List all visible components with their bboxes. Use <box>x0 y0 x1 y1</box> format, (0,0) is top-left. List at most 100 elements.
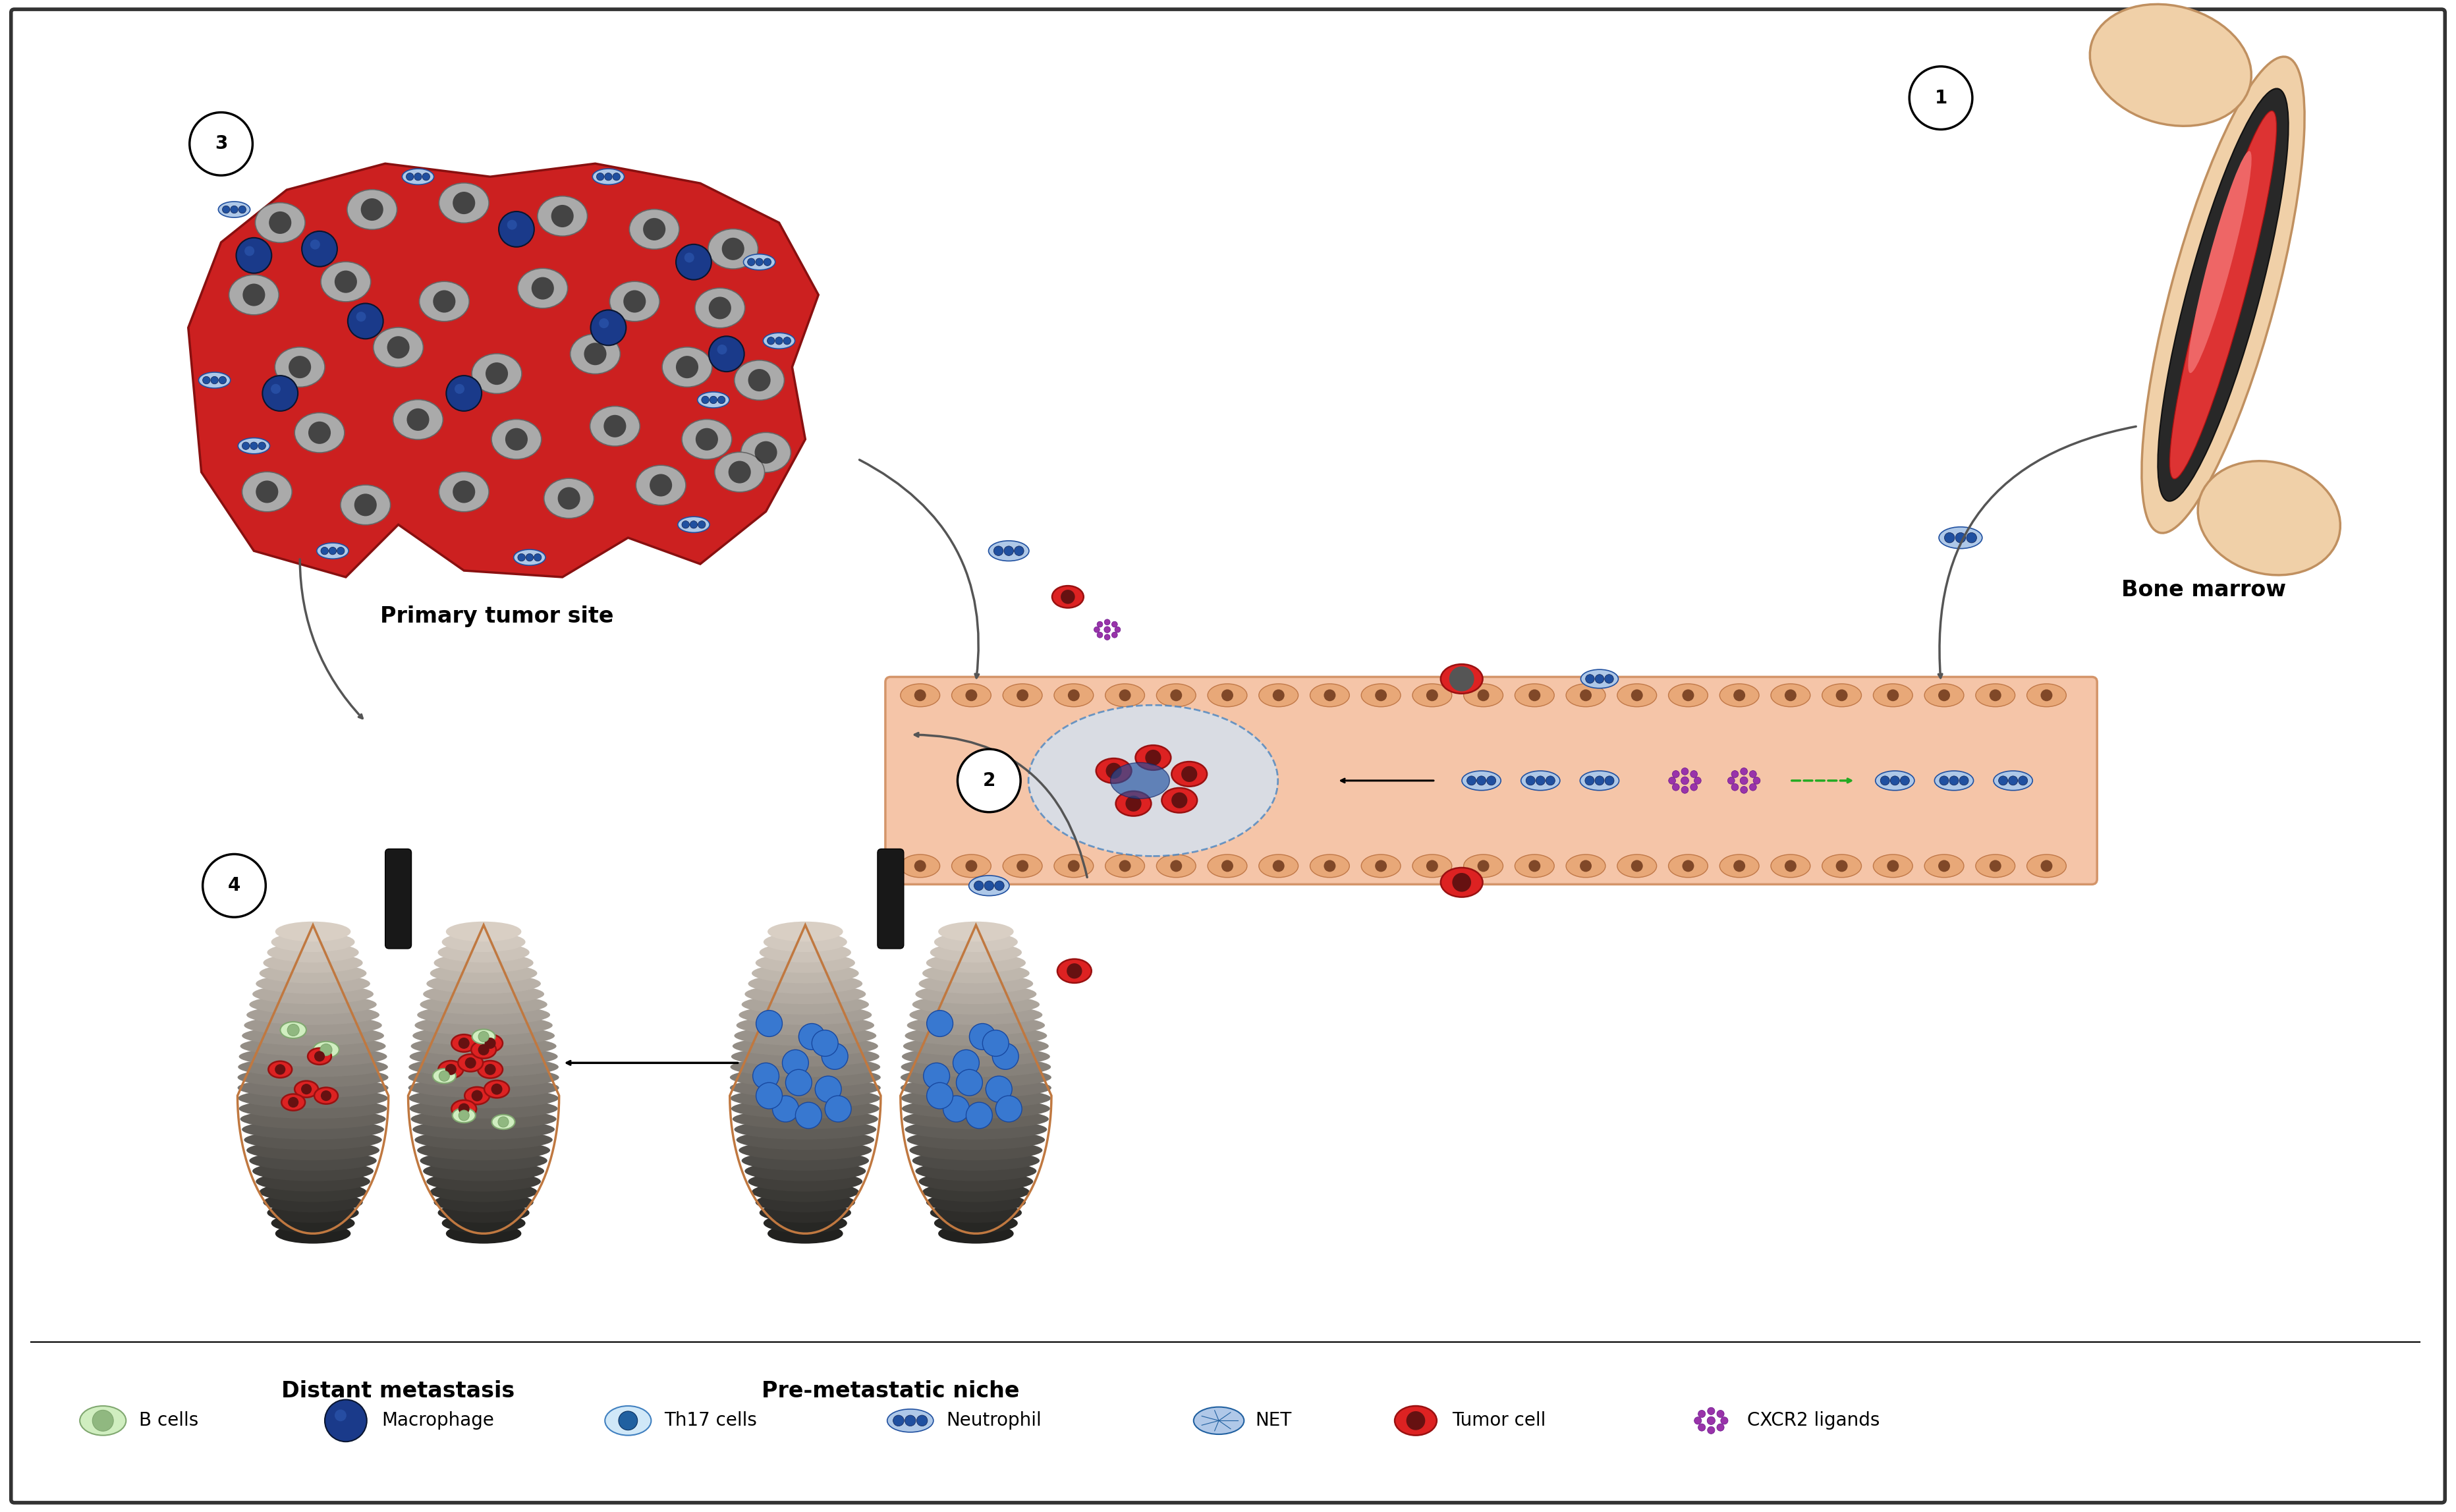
Ellipse shape <box>2142 56 2304 534</box>
Ellipse shape <box>938 1223 1014 1243</box>
Circle shape <box>823 1043 847 1069</box>
Circle shape <box>1451 670 1471 688</box>
Ellipse shape <box>447 921 521 942</box>
Circle shape <box>1172 792 1186 809</box>
Ellipse shape <box>1579 771 1619 791</box>
Circle shape <box>1105 762 1122 779</box>
Circle shape <box>255 481 278 503</box>
Circle shape <box>1427 689 1439 702</box>
Circle shape <box>926 1010 953 1037</box>
Ellipse shape <box>1616 683 1658 706</box>
Ellipse shape <box>2090 5 2252 125</box>
Ellipse shape <box>1115 791 1152 816</box>
Ellipse shape <box>749 974 862 993</box>
Ellipse shape <box>403 169 435 184</box>
Ellipse shape <box>432 1069 457 1084</box>
Text: Tumor cell: Tumor cell <box>1451 1411 1545 1430</box>
Ellipse shape <box>1822 683 1862 706</box>
Circle shape <box>675 355 698 378</box>
Circle shape <box>1673 771 1680 777</box>
Ellipse shape <box>592 169 624 184</box>
Circle shape <box>246 246 255 256</box>
Circle shape <box>1707 1408 1714 1415</box>
Ellipse shape <box>437 942 530 963</box>
Circle shape <box>499 212 533 246</box>
Ellipse shape <box>1935 771 1975 791</box>
Ellipse shape <box>452 1101 476 1117</box>
Circle shape <box>894 1415 904 1426</box>
Circle shape <box>965 689 977 702</box>
Circle shape <box>970 1024 995 1049</box>
Ellipse shape <box>1515 683 1555 706</box>
Ellipse shape <box>440 183 489 222</box>
FancyBboxPatch shape <box>386 848 413 948</box>
Circle shape <box>604 172 612 180</box>
Ellipse shape <box>420 995 548 1015</box>
Ellipse shape <box>752 1182 860 1202</box>
Ellipse shape <box>764 333 796 349</box>
Ellipse shape <box>604 1406 651 1435</box>
Circle shape <box>1682 689 1695 702</box>
Circle shape <box>1427 860 1439 872</box>
Circle shape <box>1741 768 1749 776</box>
FancyBboxPatch shape <box>10 9 2446 1503</box>
Circle shape <box>472 1090 484 1101</box>
Ellipse shape <box>430 1182 538 1202</box>
Ellipse shape <box>408 1067 560 1087</box>
Circle shape <box>251 442 258 449</box>
Ellipse shape <box>415 1015 553 1036</box>
Ellipse shape <box>452 1034 476 1052</box>
Ellipse shape <box>1059 959 1090 983</box>
Ellipse shape <box>1194 1408 1245 1435</box>
Circle shape <box>599 319 609 328</box>
Circle shape <box>1579 860 1591 872</box>
Ellipse shape <box>246 1005 381 1025</box>
Ellipse shape <box>243 472 292 511</box>
Ellipse shape <box>1051 585 1083 608</box>
Ellipse shape <box>2169 110 2277 479</box>
FancyBboxPatch shape <box>884 677 2097 885</box>
Ellipse shape <box>901 854 941 877</box>
Circle shape <box>486 363 508 386</box>
Ellipse shape <box>238 438 270 454</box>
Ellipse shape <box>698 392 729 408</box>
Circle shape <box>747 259 754 266</box>
Ellipse shape <box>904 1036 1049 1057</box>
Circle shape <box>1476 776 1486 785</box>
Circle shape <box>1754 777 1761 785</box>
Circle shape <box>1786 860 1795 872</box>
Ellipse shape <box>295 1081 319 1098</box>
Ellipse shape <box>260 1182 366 1202</box>
Circle shape <box>756 1010 783 1037</box>
Circle shape <box>189 112 253 175</box>
Circle shape <box>302 1084 312 1095</box>
Circle shape <box>459 1104 469 1114</box>
Circle shape <box>995 1096 1022 1122</box>
Ellipse shape <box>275 1223 351 1243</box>
Circle shape <box>1584 776 1594 785</box>
Ellipse shape <box>307 1048 332 1064</box>
Ellipse shape <box>901 1089 1051 1108</box>
Circle shape <box>923 1063 950 1089</box>
Ellipse shape <box>2026 854 2065 877</box>
Ellipse shape <box>1822 854 1862 877</box>
Ellipse shape <box>1135 745 1172 770</box>
Ellipse shape <box>570 334 621 373</box>
Circle shape <box>2009 776 2019 785</box>
Circle shape <box>1967 532 1977 543</box>
Circle shape <box>1451 872 1471 892</box>
Ellipse shape <box>906 1015 1044 1036</box>
Circle shape <box>1105 626 1110 634</box>
Ellipse shape <box>491 419 540 460</box>
Ellipse shape <box>1719 854 1758 877</box>
Circle shape <box>651 473 673 496</box>
Circle shape <box>1120 689 1130 702</box>
Ellipse shape <box>589 407 641 446</box>
Ellipse shape <box>241 1108 386 1129</box>
Circle shape <box>683 520 690 528</box>
Circle shape <box>783 1049 808 1077</box>
Circle shape <box>717 345 727 354</box>
Circle shape <box>452 192 474 215</box>
Circle shape <box>1604 674 1614 683</box>
Ellipse shape <box>219 201 251 218</box>
